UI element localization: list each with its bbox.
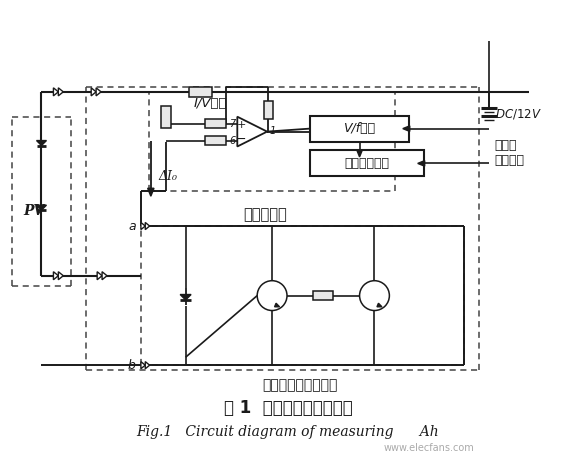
Text: V/f转换: V/f转换 [343,122,375,135]
Text: b: b [128,359,136,372]
Bar [189,87,212,97]
Text: 1: 1 [269,125,275,136]
Polygon shape [237,117,267,147]
Polygon shape [37,205,47,210]
Polygon shape [37,141,47,146]
Bar [310,116,409,142]
Polygon shape [102,272,107,280]
Text: PV: PV [24,204,45,218]
Text: $DC/12V$: $DC/12V$ [494,106,542,121]
Polygon shape [403,126,410,131]
Text: −: − [236,133,247,146]
Bar [313,291,333,300]
Text: 图 1  直流安时计量配置图: 图 1 直流安时计量配置图 [224,399,352,417]
Polygon shape [58,272,63,280]
Polygon shape [53,272,58,280]
Polygon shape [53,88,58,96]
Polygon shape [145,223,150,230]
Text: 直流安时计: 直流安时计 [243,207,287,222]
Polygon shape [417,160,425,166]
Text: a: a [128,219,136,232]
Bar [310,150,424,176]
Polygon shape [148,188,154,196]
Text: Fig.1   Circuit diagram of measuring      Ah: Fig.1 Circuit diagram of measuring Ah [137,425,439,439]
Polygon shape [97,272,102,280]
Bar [161,106,171,128]
Polygon shape [58,88,63,96]
Polygon shape [275,303,279,307]
Polygon shape [141,361,145,369]
Text: 7: 7 [229,118,235,129]
Text: 6: 6 [229,136,235,146]
Text: 安时计
工作电源: 安时计 工作电源 [494,140,525,167]
Text: 数显锁存计量: 数显锁存计量 [344,157,389,170]
Text: www.elecfans.com: www.elecfans.com [384,443,474,453]
Polygon shape [145,361,150,369]
Bar [205,119,227,128]
Polygon shape [91,88,96,96]
Bar [264,101,273,118]
Circle shape [359,281,389,311]
Text: 定电压电子模拟负载: 定电压电子模拟负载 [262,378,338,392]
Polygon shape [356,150,362,157]
Polygon shape [180,295,191,300]
Text: I/V转换: I/V转换 [194,97,227,110]
Circle shape [257,281,287,311]
Text: +: + [236,120,246,130]
Polygon shape [96,88,101,96]
Polygon shape [141,223,145,230]
Bar [205,136,227,145]
Text: ΔI₀: ΔI₀ [159,170,178,183]
Polygon shape [377,303,382,307]
